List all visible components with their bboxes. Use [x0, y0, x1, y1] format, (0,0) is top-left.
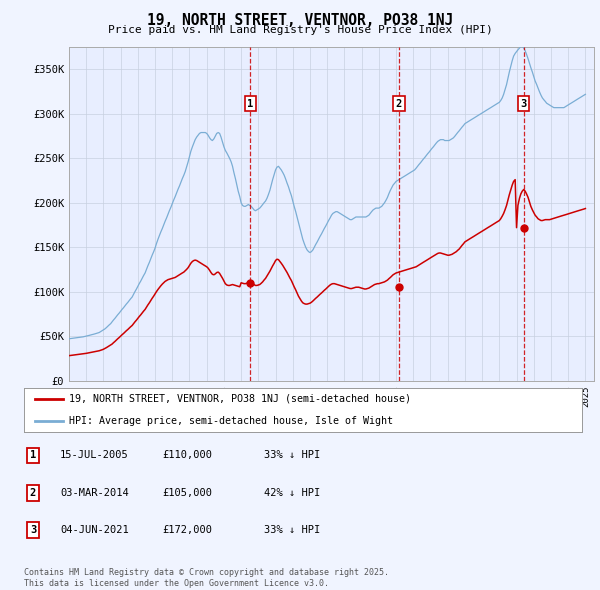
Text: £110,000: £110,000: [162, 451, 212, 460]
Text: 19, NORTH STREET, VENTNOR, PO38 1NJ: 19, NORTH STREET, VENTNOR, PO38 1NJ: [147, 13, 453, 28]
Text: 19, NORTH STREET, VENTNOR, PO38 1NJ (semi-detached house): 19, NORTH STREET, VENTNOR, PO38 1NJ (sem…: [68, 394, 410, 404]
Text: 1: 1: [30, 451, 36, 460]
Text: 33% ↓ HPI: 33% ↓ HPI: [264, 451, 320, 460]
Text: Price paid vs. HM Land Registry's House Price Index (HPI): Price paid vs. HM Land Registry's House …: [107, 25, 493, 35]
Text: 3: 3: [30, 525, 36, 535]
Text: HPI: Average price, semi-detached house, Isle of Wight: HPI: Average price, semi-detached house,…: [68, 416, 392, 426]
Text: 3: 3: [521, 99, 527, 109]
Text: 03-MAR-2014: 03-MAR-2014: [60, 488, 129, 497]
Text: 1: 1: [247, 99, 254, 109]
Text: Contains HM Land Registry data © Crown copyright and database right 2025.
This d: Contains HM Land Registry data © Crown c…: [24, 568, 389, 588]
Text: £172,000: £172,000: [162, 525, 212, 535]
Text: 04-JUN-2021: 04-JUN-2021: [60, 525, 129, 535]
Text: 42% ↓ HPI: 42% ↓ HPI: [264, 488, 320, 497]
Text: 33% ↓ HPI: 33% ↓ HPI: [264, 525, 320, 535]
Text: 2: 2: [396, 99, 402, 109]
Text: £105,000: £105,000: [162, 488, 212, 497]
Text: 2: 2: [30, 488, 36, 497]
Text: 15-JUL-2005: 15-JUL-2005: [60, 451, 129, 460]
